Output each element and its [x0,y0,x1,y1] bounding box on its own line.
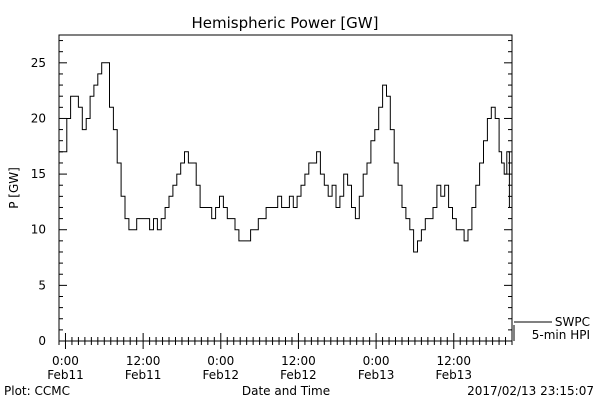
plot-timestamp: 2017/02/13 23:15:07 [467,384,594,398]
chart-title: Hemispheric Power [GW] [192,14,379,32]
x-tick-label-time: 0:00 [52,354,79,368]
legend-label-swpc: SWPC [555,315,590,329]
x-tick-label-time: 12:00 [436,354,471,368]
x-axis-label: Date and Time [242,384,330,398]
x-tick-label-date: Feb11 [125,368,162,382]
x-tick-label-date: Feb12 [280,368,317,382]
x-tick-label-time: 12:00 [126,354,161,368]
legend-label-hpi: 5-min HPI [532,328,590,342]
x-tick-label-date: Feb11 [47,368,84,382]
y-axis-label: P [GW] [7,167,21,209]
x-tick-label-time: 12:00 [281,354,316,368]
x-tick-label-date: Feb12 [203,368,240,382]
y-tick-label: 20 [31,111,46,125]
x-tick-label-time: 0:00 [363,354,390,368]
y-tick-label: 25 [31,56,46,70]
x-tick-label-date: Feb13 [435,368,472,382]
plot-frame [58,34,513,342]
hpi-series-line [59,62,510,253]
axis-ticks: 05101520250:00Feb1112:00Feb110:00Feb1212… [31,40,513,382]
y-tick-label: 0 [38,334,46,348]
y-tick-label: 5 [38,278,46,292]
plot-credit: Plot: CCMC [4,384,70,398]
y-tick-label: 15 [31,167,46,181]
x-tick-label-time: 0:00 [207,354,234,368]
y-tick-label: 10 [31,223,46,237]
x-tick-label-date: Feb13 [358,368,395,382]
